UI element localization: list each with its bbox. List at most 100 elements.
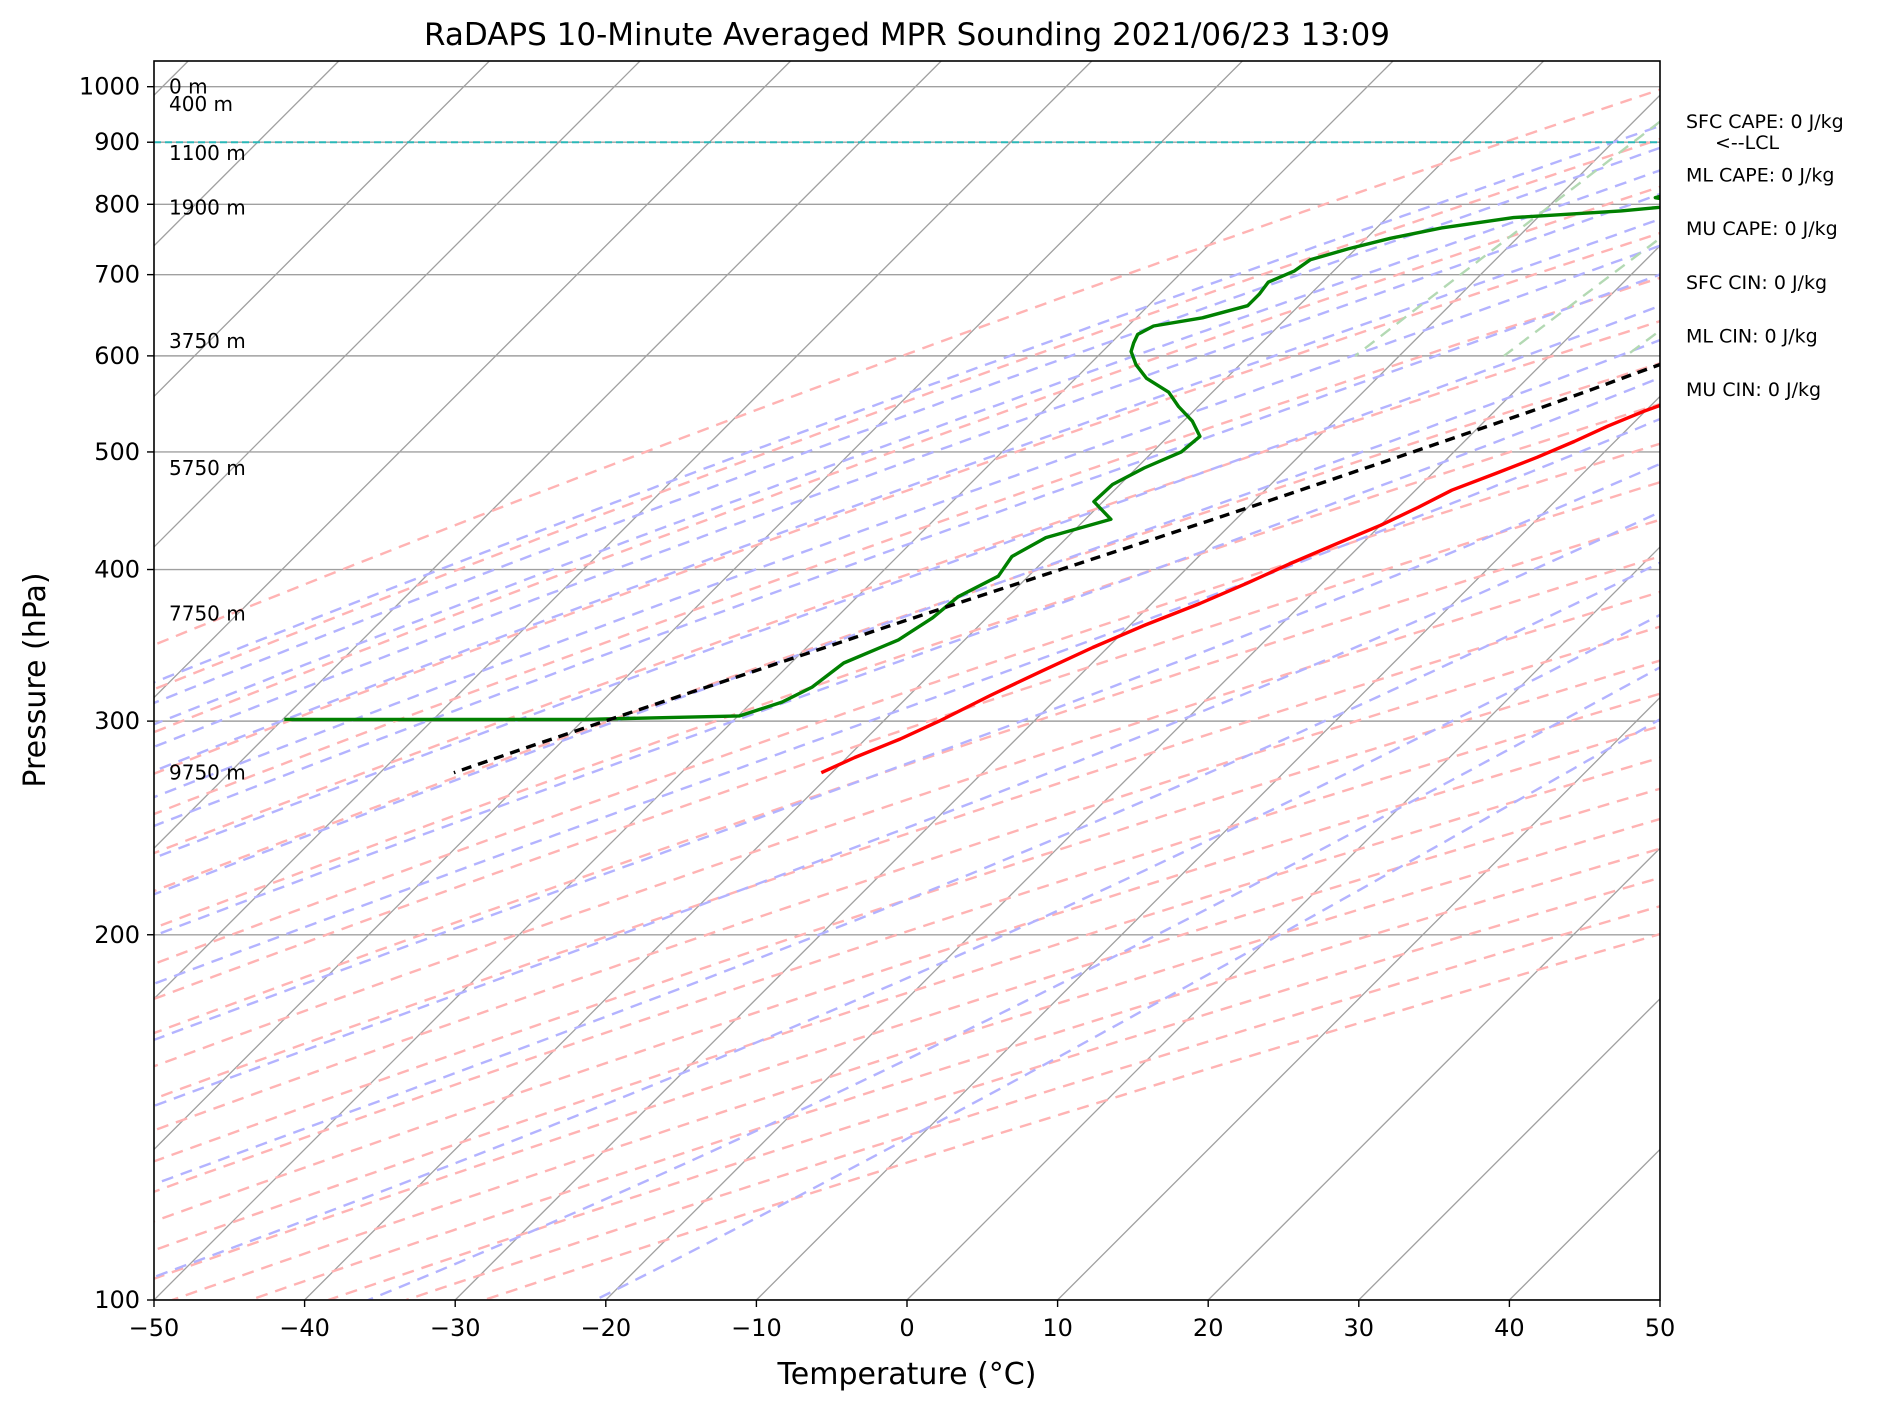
plot-area: 9750 m 7750 m 5750 m 3750 m 1900 m 1100 m 400 …	[154, 61, 1660, 1300]
dry-adiabats	[154, 88, 1660, 1300]
y-tick-label: 700	[94, 261, 140, 289]
dry-adiabat	[154, 185, 1660, 734]
moist-adiabat	[365, 666, 1660, 1300]
isotherm	[154, 61, 1093, 1000]
stability-index: SFC CIN: 0 J/kg	[1686, 272, 1827, 294]
x-tick-label: −20	[580, 1314, 631, 1342]
isotherm	[454, 94, 1660, 1300]
mixing-ratio-lines	[1354, 120, 1660, 357]
height-label: 9750 m	[169, 761, 246, 785]
height-label: 5750 m	[169, 456, 246, 480]
isotherm	[154, 61, 792, 699]
moist-adiabat	[154, 192, 1660, 749]
isotherm	[1057, 696, 1660, 1300]
isotherm	[304, 61, 1545, 1300]
moist-adiabat	[154, 561, 1660, 1186]
x-tick-label: −40	[279, 1314, 330, 1342]
x-tick-label: 40	[1494, 1314, 1525, 1342]
x-tick-label: 0	[899, 1314, 914, 1342]
stability-index: ML CAPE: 0 J/kg	[1686, 165, 1834, 187]
dry-adiabat	[154, 692, 1660, 1193]
parcel-path-line	[453, 362, 1660, 775]
dry-adiabat	[154, 787, 1660, 1280]
x-tick-label: −30	[430, 1314, 481, 1342]
moist-adiabat	[154, 273, 1660, 828]
dry-adiabat	[154, 319, 1660, 855]
mixing-ratio-line	[1503, 236, 1660, 357]
dry-adiabat	[154, 402, 1660, 930]
moist-adiabat	[154, 338, 1660, 896]
dry-adiabat	[154, 480, 1660, 1001]
moist-adiabat	[154, 124, 1660, 684]
lcl-annotation: <--LCL	[1715, 132, 1779, 154]
stability-indices: SFC CAPE: 0 J/kg ML CAPE: 0 J/kg MU CAPE: …	[1686, 111, 1844, 401]
skewed-isotherms	[154, 61, 1660, 1300]
height-label: 0 m	[169, 75, 208, 99]
moist-adiabat	[154, 169, 1660, 726]
height-label: 7750 m	[169, 601, 246, 625]
x-tick-label: 30	[1344, 1314, 1375, 1342]
height-label: 1100 m	[169, 141, 246, 165]
sounding-profiles	[284, 194, 1660, 775]
stability-index: ML CIN: 0 J/kg	[1686, 325, 1818, 347]
dry-adiabat	[405, 904, 1660, 1300]
y-tick-label: 300	[94, 707, 140, 735]
moist-adiabat	[154, 376, 1660, 938]
dry-adiabat	[154, 518, 1660, 1035]
isotherm	[1207, 847, 1660, 1300]
dry-adiabat	[154, 555, 1660, 1068]
stability-index: MU CAPE: 0 J/kg	[1686, 218, 1838, 240]
dry-adiabat	[154, 442, 1660, 966]
stability-index: SFC CAPE: 0 J/kg	[1686, 111, 1844, 133]
moist-adiabats	[154, 124, 1660, 1300]
y-axis-ticks: 100 200 300 400 500 600 700 800 900 1000	[79, 73, 154, 1314]
dry-adiabat	[154, 231, 1660, 775]
dry-adiabat	[327, 876, 1660, 1300]
dry-adiabat	[154, 361, 1660, 893]
y-tick-label: 900	[94, 128, 140, 156]
moist-adiabat	[154, 462, 1660, 1042]
y-tick-label: 1000	[79, 73, 140, 101]
dry-adiabat	[154, 137, 1660, 691]
y-tick-label: 100	[94, 1286, 140, 1314]
y-tick-label: 600	[94, 342, 140, 370]
x-tick-label: −50	[129, 1314, 180, 1342]
isotherm	[605, 244, 1660, 1300]
lcl-label: <--LCL	[1715, 132, 1779, 154]
y-tick-label: 400	[94, 556, 140, 584]
dry-adiabat	[483, 932, 1660, 1300]
x-tick-label: 50	[1645, 1314, 1676, 1342]
stability-index: MU CIN: 0 J/kg	[1686, 379, 1821, 401]
y-axis-label: Pressure (hPa)	[18, 572, 53, 787]
dry-adiabat	[154, 756, 1660, 1252]
y-tick-label: 500	[94, 438, 140, 466]
isotherm	[906, 546, 1660, 1300]
moist-adiabat	[154, 304, 1660, 860]
x-tick-label: −10	[731, 1314, 782, 1342]
isotherm	[154, 61, 641, 548]
chart-title: RaDAPS 10-Minute Averaged MPR Sounding 2…	[424, 17, 1390, 53]
dry-adiabat	[154, 724, 1660, 1223]
dewpoint-line	[284, 194, 1660, 722]
x-axis-label: Temperature (°C)	[777, 1357, 1037, 1392]
height-label: 1900 m	[169, 196, 246, 220]
moist-adiabat	[154, 613, 1660, 1279]
height-label: 400 m	[169, 92, 233, 116]
height-labels: 9750 m 7750 m 5750 m 3750 m 1900 m 1100 m 400 …	[169, 75, 246, 785]
isotherm	[154, 61, 942, 850]
isotherm	[1358, 997, 1660, 1300]
moist-adiabat	[154, 510, 1660, 1108]
x-tick-label: 20	[1193, 1314, 1224, 1342]
y-tick-label: 800	[94, 190, 140, 218]
x-axis-ticks: −50 −40 −30 −20 −10 0 10 20 30 40 50	[129, 1300, 1676, 1342]
x-tick-label: 10	[1042, 1314, 1073, 1342]
isotherm	[154, 61, 490, 398]
y-tick-label: 200	[94, 921, 140, 949]
mixing-ratio-line	[1354, 120, 1660, 357]
isotherm	[154, 61, 1394, 1300]
isotherm	[154, 61, 1243, 1151]
height-label: 3750 m	[169, 329, 246, 353]
temperature-line	[820, 403, 1660, 775]
